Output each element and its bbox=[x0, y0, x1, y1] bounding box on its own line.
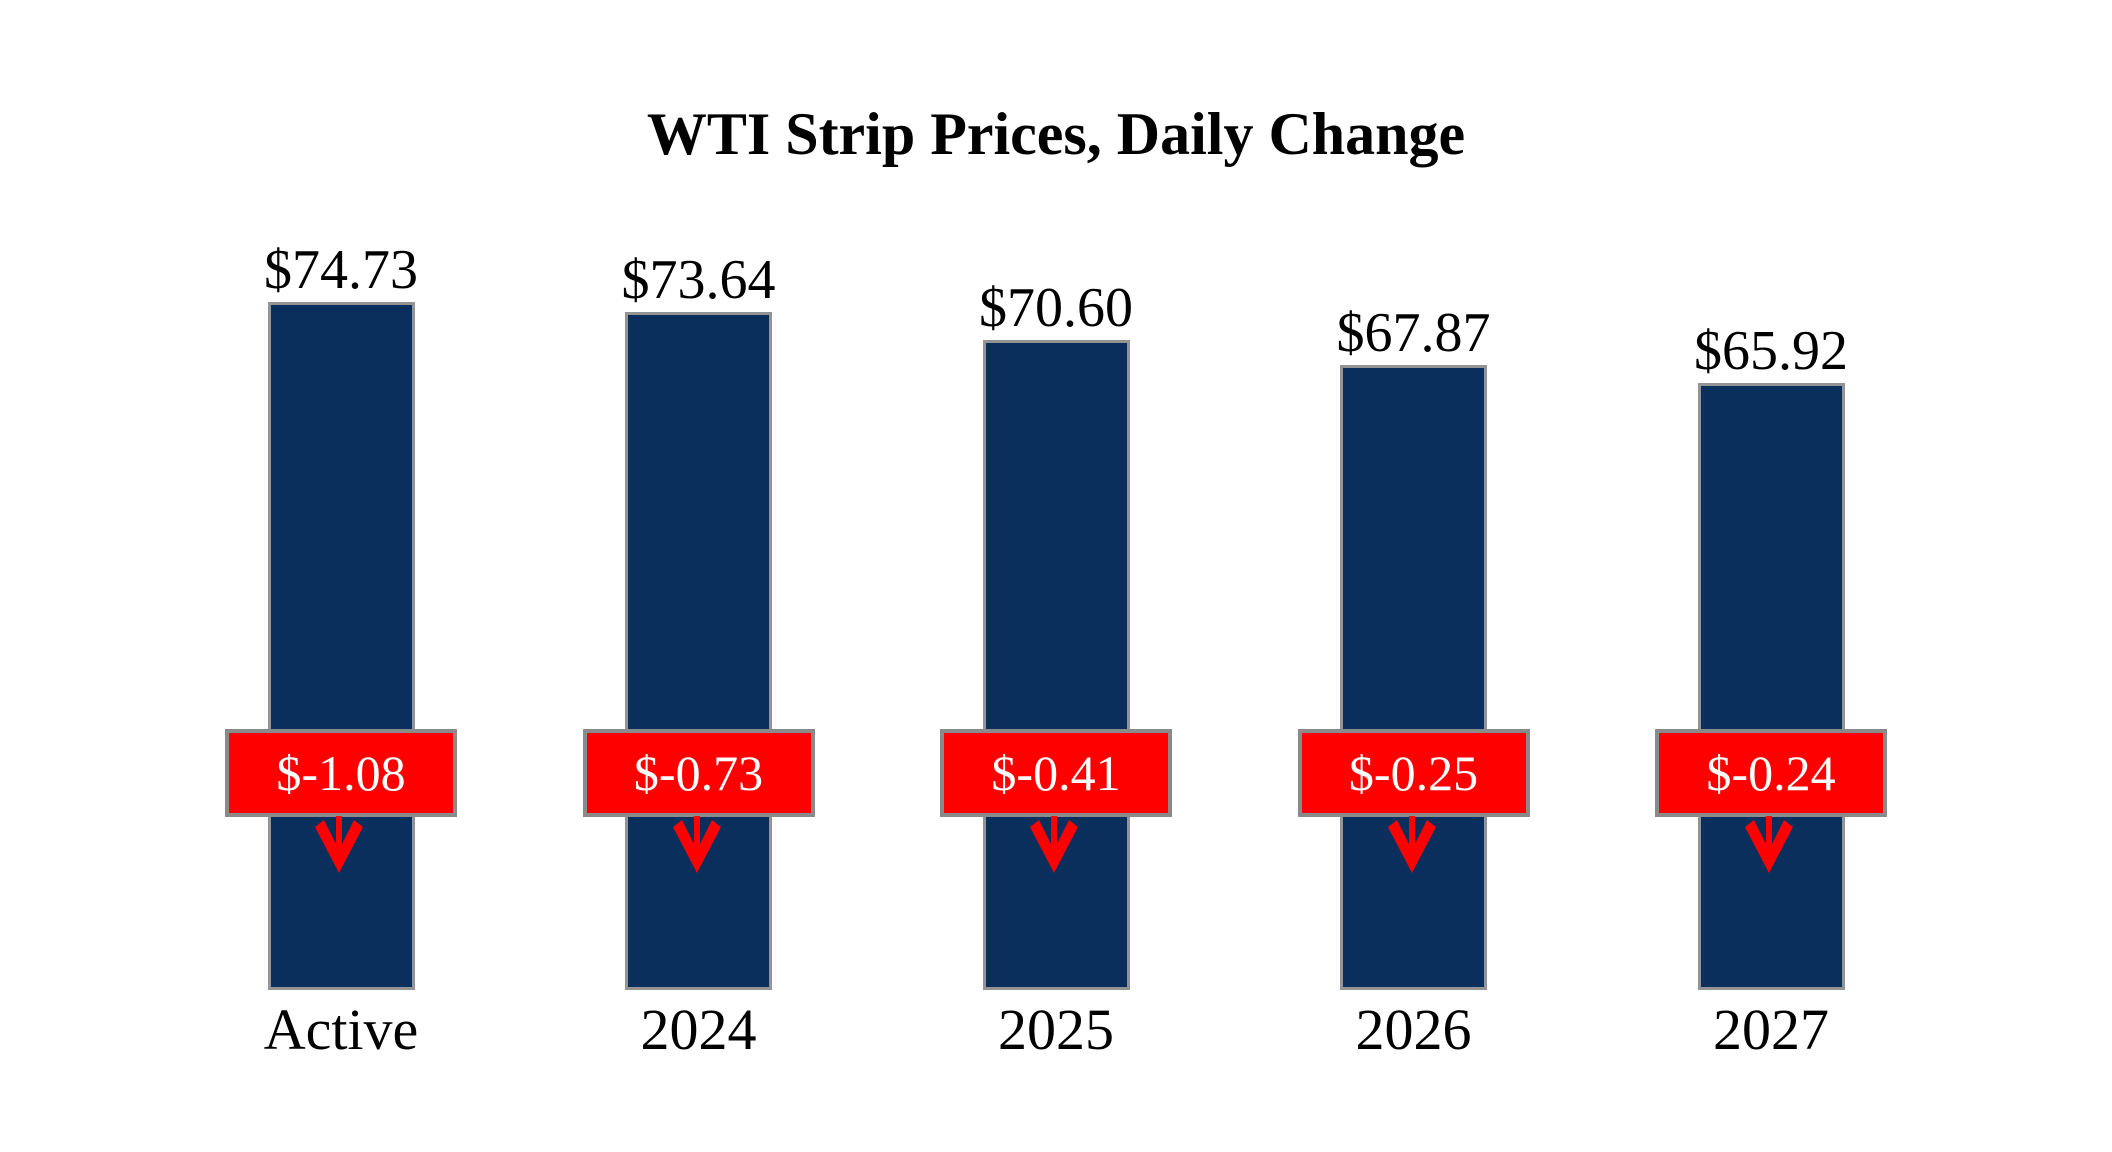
bar-value-label: $65.92 bbox=[1694, 320, 1848, 382]
bar-value-label: $74.73 bbox=[264, 239, 418, 301]
daily-change-value: $-0.41 bbox=[991, 745, 1121, 801]
category-label: 2026 bbox=[1355, 997, 1472, 1062]
daily-change-value: $-1.08 bbox=[276, 745, 406, 801]
price-bar bbox=[625, 312, 772, 990]
category-label: Active bbox=[263, 997, 419, 1062]
chart-title: WTI Strip Prices, Daily Change bbox=[646, 101, 1466, 167]
category-label: 2025 bbox=[998, 997, 1114, 1062]
daily-change-badge: $-0.25 bbox=[1297, 729, 1530, 817]
category-label: 2024 bbox=[640, 997, 757, 1062]
category-label: 2027 bbox=[1713, 997, 1829, 1062]
down-arrow-icon bbox=[315, 816, 363, 873]
daily-change-badge: $-0.41 bbox=[940, 729, 1172, 817]
price-bar bbox=[267, 302, 415, 990]
daily-change-badge: $-1.08 bbox=[225, 729, 457, 817]
daily-change-value: $-0.24 bbox=[1706, 745, 1836, 801]
down-arrow-icon bbox=[1387, 816, 1436, 873]
down-arrow-icon bbox=[1745, 816, 1793, 873]
price-bar bbox=[1340, 365, 1487, 990]
daily-change-badge: $-0.24 bbox=[1655, 729, 1887, 817]
daily-change-value: $-0.25 bbox=[1348, 745, 1479, 801]
bar-value-label: $70.60 bbox=[979, 277, 1133, 339]
down-arrow-icon bbox=[1030, 816, 1078, 873]
bar-value-label: $67.87 bbox=[1336, 302, 1491, 364]
price-bar bbox=[982, 340, 1130, 990]
bar-value-label: $73.64 bbox=[621, 249, 776, 311]
down-arrow-icon bbox=[672, 816, 721, 873]
daily-change-value: $-0.73 bbox=[633, 745, 764, 801]
price-bar bbox=[1697, 383, 1845, 990]
daily-change-badge: $-0.73 bbox=[582, 729, 815, 817]
